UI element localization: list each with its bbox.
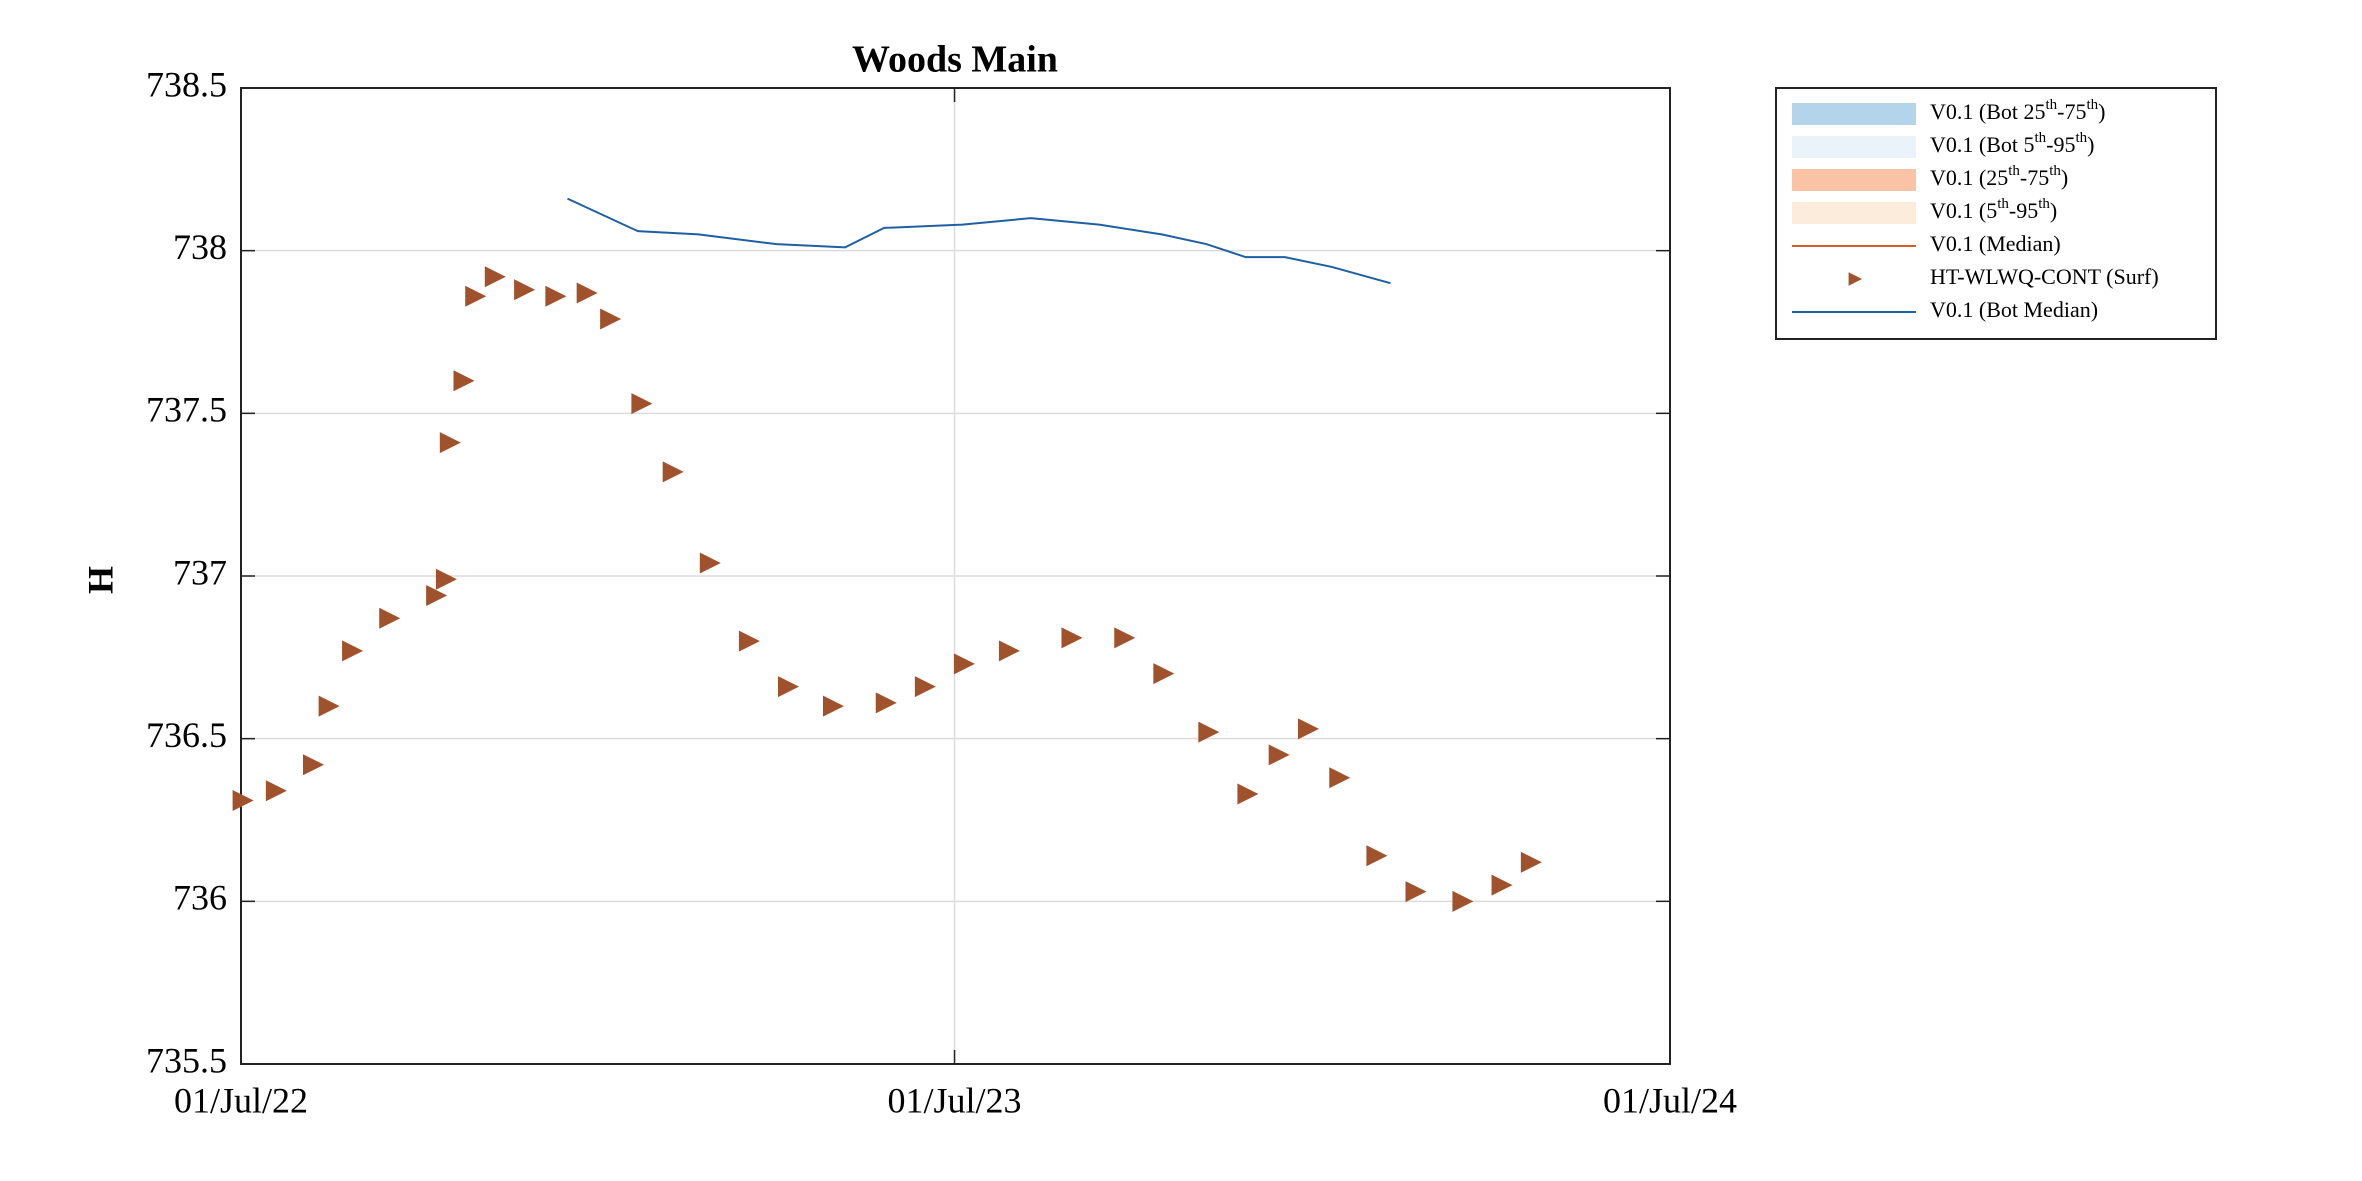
data-point <box>453 370 475 392</box>
y-tick-label: 735.5 <box>146 1040 227 1080</box>
legend-label: V0.1 (5th-95th) <box>1930 196 2057 223</box>
legend-label: V0.1 (Bot 25th-75th) <box>1930 97 2106 124</box>
data-point <box>439 432 461 454</box>
data-point <box>302 754 324 776</box>
data-point <box>1491 874 1513 896</box>
legend-swatch <box>1848 272 1863 286</box>
data-point <box>484 266 506 288</box>
data-point <box>265 780 287 802</box>
legend-swatch <box>1792 136 1916 158</box>
data-point <box>514 279 536 301</box>
data-point <box>875 692 897 714</box>
data-point <box>465 285 487 307</box>
data-point <box>1153 663 1175 685</box>
data-point <box>600 308 622 330</box>
data-point <box>1198 721 1220 743</box>
data-point <box>953 653 975 675</box>
data-point <box>426 585 448 607</box>
data-point <box>1237 783 1259 805</box>
y-tick-label: 736.5 <box>146 715 227 755</box>
data-point <box>342 640 364 662</box>
legend-label: V0.1 (25th-75th) <box>1930 163 2068 190</box>
data-point <box>1114 627 1136 649</box>
y-tick-label: 737.5 <box>146 390 227 430</box>
x-tick-label: 01/Jul/23 <box>888 1080 1022 1120</box>
x-tick-label: 01/Jul/24 <box>1603 1080 1737 1120</box>
data-point <box>914 676 936 698</box>
y-tick-label: 736 <box>173 878 227 918</box>
data-point <box>1061 627 1083 649</box>
y-axis-label: H <box>80 566 120 594</box>
plot-frame <box>240 87 1671 1065</box>
data-point <box>1297 718 1319 740</box>
data-line <box>567 197 1391 285</box>
data-point <box>379 607 401 629</box>
data-point <box>1520 851 1542 873</box>
data-point <box>778 676 800 698</box>
data-point <box>1329 767 1351 789</box>
data-point <box>1268 744 1290 766</box>
chart-title: Woods Main <box>852 39 1058 81</box>
data-point <box>232 789 254 811</box>
data-point <box>1452 890 1474 912</box>
legend-swatch <box>1792 169 1916 191</box>
data-point <box>662 461 684 483</box>
x-tick-label: 01/Jul/22 <box>174 1080 308 1120</box>
y-tick-label: 738.5 <box>146 64 227 104</box>
legend-swatch <box>1792 103 1916 125</box>
y-tick-label: 737 <box>173 552 227 592</box>
data-point <box>545 285 567 307</box>
data-point <box>1366 845 1388 867</box>
data-point <box>631 393 653 415</box>
legend-label: V0.1 (Bot 5th-95th) <box>1930 130 2095 157</box>
y-tick-label: 738 <box>173 227 227 267</box>
data-point <box>576 282 598 304</box>
legend-swatch <box>1792 202 1916 224</box>
data-point <box>998 640 1020 662</box>
data-point <box>1405 881 1427 903</box>
data-point <box>822 695 844 717</box>
data-point <box>738 630 760 652</box>
data-point <box>435 568 457 590</box>
data-point <box>699 552 721 574</box>
legend-label: HT-WLWQ-CONT (Surf) <box>1930 264 2159 289</box>
data-point <box>318 695 340 717</box>
legend-label: V0.1 (Median) <box>1930 231 2061 256</box>
legend-label: V0.1 (Bot Median) <box>1930 297 2098 322</box>
